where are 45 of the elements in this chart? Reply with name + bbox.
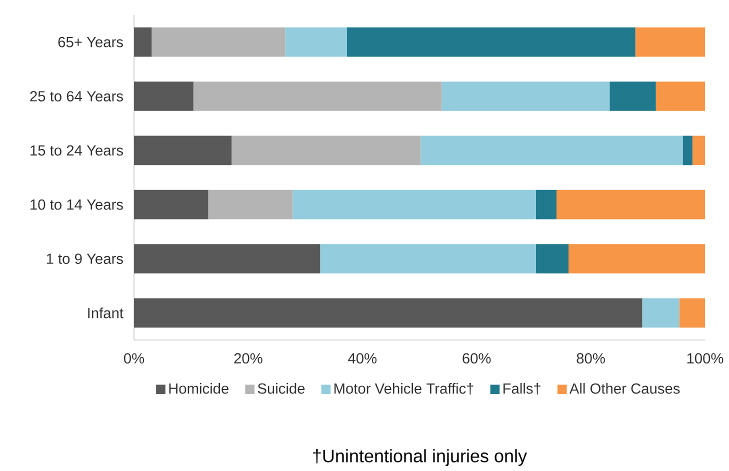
legend-label: Falls†	[504, 383, 540, 395]
y-tick-label: 10 to 14 Years	[30, 200, 123, 210]
bar	[134, 298, 642, 328]
bar	[635, 28, 705, 57]
y-tick-label: 25 to 64 Years	[30, 91, 123, 102]
bar	[536, 190, 557, 220]
bar	[134, 136, 232, 166]
x-tick-label: 60%	[462, 353, 491, 364]
y-tick-label: 65+ Years	[58, 37, 123, 48]
bar	[682, 136, 692, 166]
bar	[134, 82, 194, 112]
bar	[292, 190, 536, 220]
x-tick-label: 0%	[124, 353, 144, 364]
x-tick-label: 100%	[687, 353, 724, 364]
legend-label: All Other Causes	[569, 383, 680, 394]
x-tick-label: 20%	[234, 353, 262, 364]
bar	[134, 28, 152, 57]
bar	[610, 82, 656, 112]
bar	[346, 28, 636, 57]
bar	[442, 82, 610, 112]
bar	[152, 28, 286, 57]
legend-label: Homicide	[169, 383, 229, 394]
bar	[679, 298, 705, 328]
bar	[692, 136, 705, 166]
bar	[134, 190, 208, 220]
bar	[134, 244, 320, 274]
legend-label: Motor Vehicle Traffic†	[334, 383, 474, 395]
bar	[656, 82, 705, 112]
legend-label: Suicide	[258, 383, 305, 394]
text: †Unintentional injuries only	[313, 449, 527, 466]
bar	[568, 244, 705, 274]
x-tick-label: 40%	[348, 353, 377, 364]
bar	[285, 28, 347, 57]
bar	[232, 136, 421, 166]
x-tick-label: 80%	[576, 353, 605, 364]
bar	[193, 82, 442, 112]
bar	[642, 298, 680, 328]
bar	[208, 190, 293, 220]
bar	[420, 136, 683, 166]
y-tick-label: 1 to 9 Years	[46, 254, 123, 264]
y-tick-label: Infant	[88, 308, 124, 318]
bar	[536, 244, 569, 274]
bar	[320, 244, 536, 274]
y-tick-label: 15 to 24 Years	[30, 145, 123, 156]
bar	[556, 190, 705, 220]
